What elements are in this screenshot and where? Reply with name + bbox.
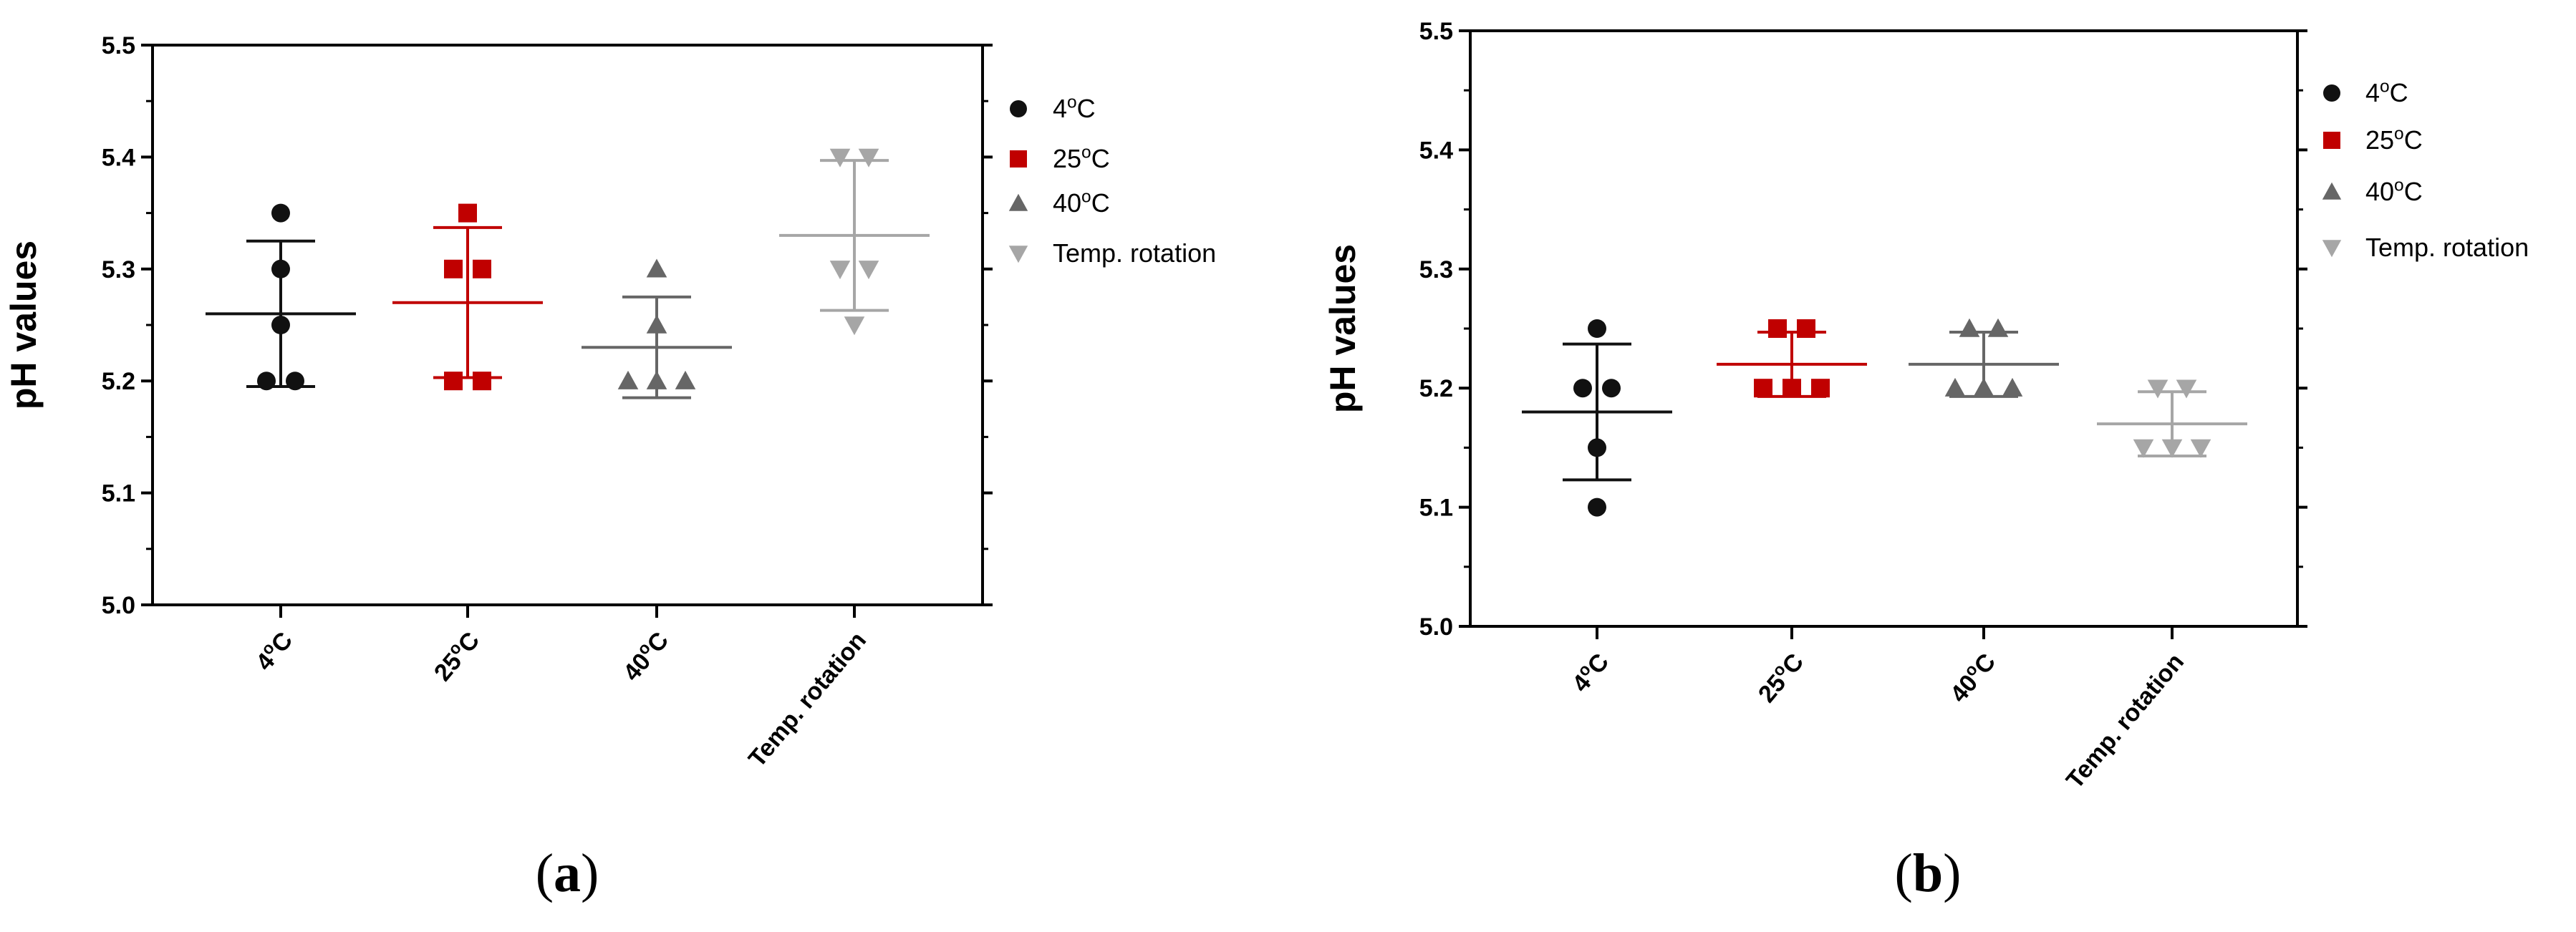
legend-marker [2323,132,2340,149]
x-tick-label: Temp. rotation [743,627,872,772]
data-point [286,372,304,391]
y-tick-label: 5.5 [1419,18,1453,45]
x-tick-label: 40oC [1943,646,2001,708]
data-point [2161,439,2183,458]
y-tick-label: 5.0 [1419,613,1453,641]
chart-panel-a: 5.0 5.1 5.2 5.3 5.4 5.5 pH values 4oC 25oC 40oC Te… [4,32,1216,903]
legend-label: 4oC [2365,77,2408,107]
data-point [646,314,667,334]
y-tick-label: 5.2 [1419,375,1453,402]
data-point [829,148,851,168]
data-point [646,370,667,389]
chart-panel-b: 5.0 5.1 5.2 5.3 5.4 5.5 pH values 4oC 25oC 40oC Te… [1323,18,2529,903]
x-tick-label: 40oC [616,625,674,686]
data-point [473,372,491,391]
x-tick-label: 4oC [1565,646,1614,697]
legend-marker [2322,240,2342,258]
legend-label: 40oC [1053,187,1110,218]
data-point [473,259,491,278]
data-point [271,259,290,278]
data-point [444,259,463,278]
y-tick-label: 5.1 [102,480,135,508]
data-point [1797,319,1815,338]
data-point [1783,379,1801,398]
y-tick-label: 5.4 [1419,137,1453,164]
data-point [1588,438,1606,457]
y-tick-label: 5.3 [1419,256,1453,283]
data-point [617,370,639,389]
y-tick-label: 5.2 [102,368,135,395]
data-point [1588,319,1606,338]
data-point [271,316,290,334]
data-point [1588,497,1606,517]
data-point [257,372,276,391]
data-point [1768,319,1787,338]
data-point [2190,439,2211,458]
data-point [1602,379,1621,398]
data-point [2002,377,2023,397]
data-point [444,372,463,391]
y-tick-label: 5.4 [102,144,135,171]
panel-label: (a) [536,843,599,903]
data-point [646,258,667,278]
y-tick-label: 5.5 [102,32,135,59]
data-point [2147,379,2169,399]
data-point [1987,318,2009,337]
legend-marker [2322,182,2342,200]
data-point [1573,379,1592,398]
legend-label: Temp. rotation [2365,233,2529,262]
y-tick-label: 5.0 [102,592,135,619]
data-point [271,203,290,223]
data-point [2176,379,2197,399]
legend-marker [1010,100,1027,117]
legend-marker [1008,246,1028,263]
data-point [829,261,851,280]
y-tick-label: 5.1 [1419,495,1453,522]
y-axis-label: pH values [1323,244,1363,413]
legend-label: 25oC [1053,142,1110,173]
legend-label: Temp. rotation [1053,238,1216,268]
data-point [1959,318,1980,337]
panel-label: (b) [1895,843,1962,903]
data-point [1811,379,1830,398]
data-point [858,261,879,280]
data-point [458,203,477,223]
data-point [858,148,879,168]
data-point [675,370,696,389]
legend-label: 25oC [2365,124,2423,155]
data-point [1754,379,1772,398]
data-point [1944,377,1966,397]
x-tick-label: 25oC [427,625,485,686]
legend-label: 40oC [2365,175,2423,206]
data-point [844,316,865,336]
legend-marker [2323,84,2340,102]
data-point [1973,377,1994,397]
x-tick-label: 4oC [249,625,298,676]
data-point [2133,439,2154,458]
legend-label: 4oC [1053,92,1096,123]
y-axis-label: pH values [4,241,44,409]
y-tick-label: 5.3 [102,256,135,283]
legend-marker [1008,193,1028,211]
x-tick-label: 25oC [1751,646,1809,708]
x-tick-label: Temp. rotation [2061,649,2189,794]
legend-marker [1010,150,1027,168]
